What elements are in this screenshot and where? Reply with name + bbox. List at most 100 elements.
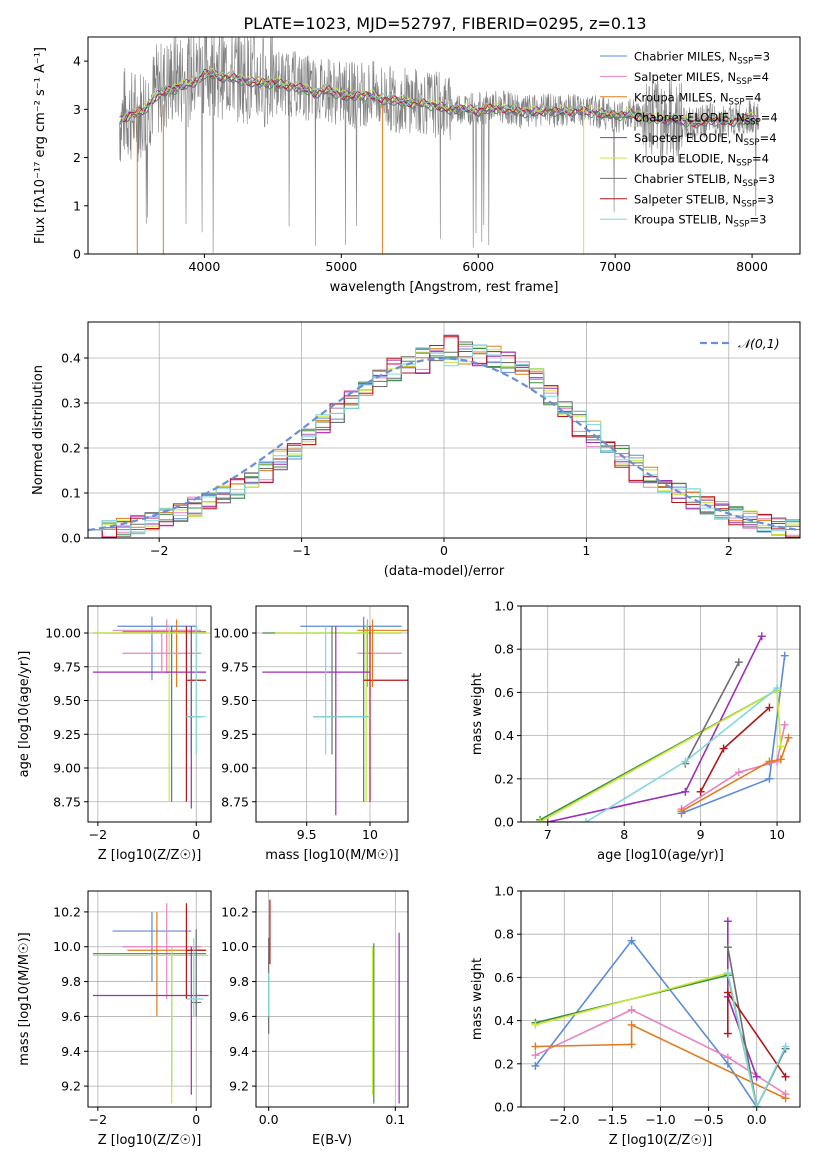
y-tick-label: 9.2 (61, 1079, 81, 1094)
y-tick-label: 9.6 (229, 1009, 249, 1024)
y-tick-label: 2 (73, 150, 81, 165)
plot-area (268, 899, 400, 1104)
x-tick-label: 10 (769, 827, 785, 842)
model-spectrum-line (119, 69, 760, 126)
y-tick-label: 9.8 (229, 974, 249, 989)
y-tick-label: 9.50 (221, 693, 249, 708)
plot-area (92, 903, 209, 1104)
y-tick-label: 1 (73, 198, 81, 213)
age-vs-mass-panel: 9.5 10 8.75 9.00 9.25 9.50 9.75 10.00 mass [log1… (213, 605, 409, 863)
x-tick-label: −1.0 (645, 1112, 675, 1127)
axes-frame (87, 605, 212, 823)
figure-title: PLATE=1023, MJD=52797, FIBERID=0295, z=0… (243, 14, 646, 33)
y-tick-label: 8.75 (53, 794, 81, 809)
massweight-vs-age-panel: 7 8 9 10 0.0 0.2 0.4 0.6 0.8 1.0 age [log10(age/yr… (470, 599, 801, 863)
y-tick-label: 0 (73, 247, 81, 262)
y-tick-label: 0.0 (494, 815, 514, 830)
y-tick-label: 3 (73, 102, 81, 117)
x-tick-label: 9.5 (297, 827, 317, 842)
x-tick-label: 4000 (188, 259, 220, 274)
legend-entry: Kroupa ELODIE, NSSP=4 (634, 152, 769, 169)
y-tick-label: 9.4 (229, 1044, 249, 1059)
y-tick-label: 0.6 (494, 970, 514, 985)
x-tick-label: −1 (292, 543, 310, 558)
y-tick-label: 9.00 (53, 761, 81, 776)
y-tick-label: 9.6 (61, 1009, 81, 1024)
x-axis-label: Z [log10(Z/Z☉)] (98, 1133, 202, 1148)
weight-line (534, 939, 758, 1107)
mass-vs-ebv-panel: 0.0 0.1 9.2 9.4 9.6 9.8 10.0 10.2 E(B-V) (221, 890, 409, 1148)
axes-frame (87, 890, 212, 1108)
x-tick-label: 10 (362, 827, 378, 842)
y-axis-label: mass weight (470, 673, 485, 755)
x-tick-label: 0 (440, 543, 448, 558)
plot-area (92, 616, 209, 809)
y-tick-label: 9.2 (229, 1079, 249, 1094)
y-tick-label: 4 (73, 54, 81, 69)
x-axis-label: (data-model)/error (384, 564, 505, 579)
normal-curve (88, 357, 800, 532)
legend-entry: Chabrier STELIB, NSSP=3 (634, 172, 775, 189)
y-tick-label: 0.2 (494, 1056, 514, 1071)
axes-frame (87, 36, 801, 255)
x-tick-label: 5000 (325, 259, 357, 274)
plot-area (536, 632, 793, 822)
y-axis-label: Normed distribution (31, 365, 46, 495)
legend-entry: Salpeter MILES, NSSP=4 (634, 70, 769, 87)
y-tick-label: 0.8 (494, 642, 514, 657)
y-tick-label: 9.25 (221, 727, 249, 742)
y-tick-label: 0.6 (494, 685, 514, 700)
mass-vs-metallicity-panel: −2 0 9.2 9.4 9.6 9.8 10.0 10.2 Z [log10(Z/Z☉)] ma… (17, 890, 212, 1148)
legend-entry: Chabrier ELODIE, NSSP=4 (634, 111, 778, 128)
x-axis-label: mass [log10(M/M☉)] (265, 848, 398, 863)
y-axis-label: age [log10(age/yr)] (17, 651, 32, 778)
y-tick-label: 10.0 (53, 939, 81, 954)
y-tick-label: 9.25 (53, 727, 81, 742)
x-tick-label: 0.0 (747, 1112, 767, 1127)
spectrum-panel: 4000 5000 6000 7000 8000 0 1 2 3 4 wavelength [Ang… (33, 36, 801, 295)
massweight-vs-metallicity-panel: −2.0 −1.5 −1.0 −0.5 0.0 0.0 0.2 0.4 0.6 0.8 1.0 Z [… (470, 884, 801, 1148)
data-spectrum-line (119, 37, 759, 254)
y-tick-label: 0.2 (494, 771, 514, 786)
y-tick-label: 8.75 (221, 794, 249, 809)
x-tick-label: 0.0 (259, 1112, 279, 1127)
x-tick-label: 1 (582, 543, 590, 558)
spectrum-legend: Chabrier MILES, NSSP=3 Salpeter MILES, NS… (600, 50, 778, 230)
axes-frame (87, 321, 801, 539)
y-tick-label: 0.4 (494, 728, 514, 743)
y-tick-label: 10.00 (213, 626, 249, 641)
axes-frame (520, 605, 801, 823)
y-axis-label: mass [log10(M/M☉)] (17, 932, 32, 1065)
x-axis-label: Z [log10(Z/Z☉)] (609, 1133, 713, 1148)
x-tick-label: −2 (150, 543, 168, 558)
legend-entry: Chabrier MILES, NSSP=3 (634, 50, 770, 67)
model-spectrum-line (119, 68, 760, 128)
x-tick-label: 7000 (599, 259, 631, 274)
x-tick-label: 9 (697, 827, 705, 842)
y-tick-label: 0.4 (494, 1013, 514, 1028)
plot-area (262, 616, 408, 816)
y-tick-label: 9.75 (53, 659, 81, 674)
legend-entry: Salpeter ELODIE, NSSP=4 (634, 131, 777, 148)
y-tick-label: 0.0 (61, 531, 81, 546)
weight-line (684, 661, 740, 765)
weight-line (681, 737, 790, 812)
axes-frame (255, 890, 409, 1108)
y-tick-label: 9.00 (221, 761, 249, 776)
x-tick-label: 0 (192, 1112, 200, 1127)
x-tick-label: −2 (89, 1112, 107, 1127)
y-tick-label: 9.8 (61, 974, 81, 989)
x-tick-label: 7 (544, 827, 552, 842)
x-tick-label: 0.1 (385, 1112, 405, 1127)
x-tick-label: −2.0 (549, 1112, 579, 1127)
weight-line (727, 972, 787, 1107)
x-axis-label: wavelength [Angstrom, rest frame] (330, 280, 559, 295)
plot-area (531, 917, 790, 1107)
y-tick-label: 1.0 (494, 599, 514, 614)
y-tick-label: 0.2 (61, 441, 81, 456)
legend-entry: Kroupa STELIB, NSSP=3 (634, 213, 766, 230)
plot-area (119, 37, 760, 254)
y-axis-label: Flux [fλ10⁻¹⁷ erg cm⁻² s⁻¹ A⁻¹] (33, 47, 48, 244)
y-axis-label: mass weight (470, 958, 485, 1040)
x-tick-label: 0 (192, 827, 200, 842)
